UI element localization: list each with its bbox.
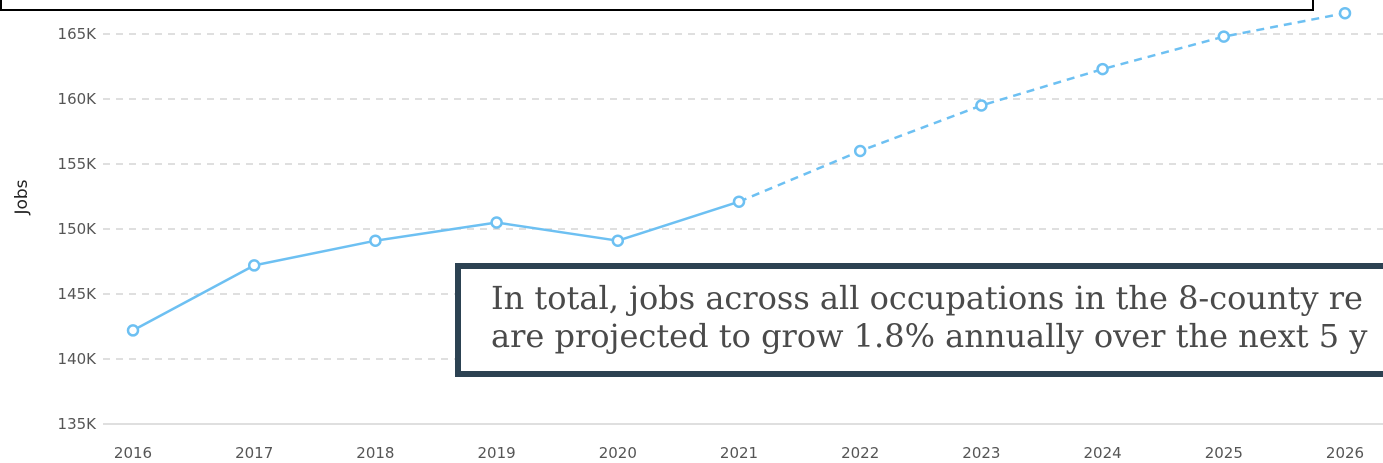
- x-tick-label: 2024: [1084, 444, 1122, 462]
- y-tick-label: 155K: [58, 155, 98, 173]
- y-tick-label: 145K: [58, 285, 98, 303]
- x-tick-label: 2026: [1326, 444, 1364, 462]
- x-tick-label: 2018: [356, 444, 394, 462]
- x-tick-label: 2021: [720, 444, 758, 462]
- x-tick-label: 2023: [962, 444, 1000, 462]
- projected-point: [853, 144, 867, 158]
- projected-point: [1338, 6, 1352, 20]
- x-tick-label: 2019: [478, 444, 516, 462]
- y-tick-label: 160K: [58, 90, 98, 108]
- x-tick-label: 2025: [1205, 444, 1243, 462]
- data-point: [126, 324, 140, 337]
- y-tick-label: 135K: [58, 415, 98, 433]
- projected-point: [1096, 62, 1109, 76]
- x-tick-label: 2016: [114, 444, 152, 462]
- y-tick-label: 140K: [58, 350, 98, 368]
- data-point: [611, 234, 625, 247]
- y-axis-label: Jobs: [12, 179, 32, 215]
- cropped-header-band: [0, 0, 1314, 11]
- projected-point: [975, 99, 988, 112]
- data-point: [732, 195, 746, 208]
- historical-line: [132, 200, 740, 332]
- projected-point: [1217, 30, 1231, 43]
- data-point: [369, 234, 382, 247]
- annotation-line-2: are projected to grow 1.8% annually over…: [491, 317, 1368, 355]
- annotation-text: In total, jobs across all occupations in…: [461, 269, 1383, 371]
- data-point: [247, 259, 261, 272]
- projected-line: [738, 11, 1346, 203]
- x-tick-label: 2017: [235, 444, 273, 462]
- x-tick-label: 2022: [841, 444, 879, 462]
- y-tick-label: 165K: [58, 25, 98, 43]
- annotation-callout: In total, jobs across all occupations in…: [455, 263, 1383, 377]
- x-tick-label: 2020: [599, 444, 637, 462]
- data-point: [490, 216, 503, 229]
- annotation-line-1: In total, jobs across all occupations in…: [491, 279, 1363, 317]
- y-tick-label: 150K: [58, 220, 98, 238]
